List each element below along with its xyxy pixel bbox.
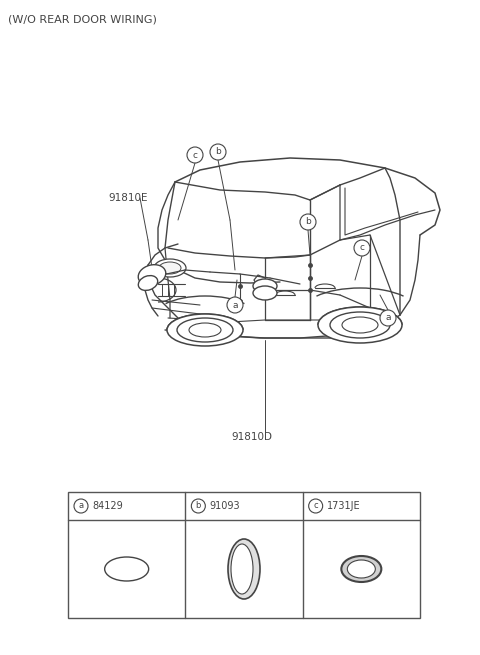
Ellipse shape bbox=[154, 259, 186, 277]
Text: 91810E: 91810E bbox=[108, 193, 147, 203]
Circle shape bbox=[74, 499, 88, 513]
Circle shape bbox=[210, 144, 226, 160]
Text: 91810D: 91810D bbox=[231, 432, 273, 442]
Ellipse shape bbox=[105, 557, 149, 581]
Text: (W/O REAR DOOR WIRING): (W/O REAR DOOR WIRING) bbox=[8, 14, 157, 24]
Ellipse shape bbox=[177, 318, 233, 342]
Ellipse shape bbox=[348, 560, 375, 578]
Ellipse shape bbox=[318, 307, 402, 343]
Circle shape bbox=[300, 214, 316, 230]
Text: b: b bbox=[196, 502, 201, 510]
Circle shape bbox=[227, 297, 243, 313]
Ellipse shape bbox=[231, 544, 253, 594]
Ellipse shape bbox=[138, 276, 158, 290]
Text: a: a bbox=[385, 314, 391, 322]
Ellipse shape bbox=[189, 323, 221, 337]
Circle shape bbox=[380, 310, 396, 326]
Text: c: c bbox=[360, 244, 364, 252]
Text: 91093: 91093 bbox=[209, 501, 240, 511]
Ellipse shape bbox=[167, 314, 243, 346]
Ellipse shape bbox=[228, 539, 260, 599]
Circle shape bbox=[187, 147, 203, 163]
Bar bbox=[68, 492, 420, 618]
Text: a: a bbox=[232, 301, 238, 310]
Text: c: c bbox=[313, 502, 318, 510]
Ellipse shape bbox=[138, 265, 166, 286]
Text: b: b bbox=[305, 217, 311, 227]
Text: a: a bbox=[78, 502, 84, 510]
Ellipse shape bbox=[253, 279, 277, 293]
Text: 1731JE: 1731JE bbox=[327, 501, 360, 511]
Ellipse shape bbox=[330, 312, 390, 338]
Circle shape bbox=[192, 499, 205, 513]
Circle shape bbox=[354, 240, 370, 256]
Ellipse shape bbox=[341, 556, 381, 582]
Ellipse shape bbox=[159, 262, 181, 274]
Text: b: b bbox=[215, 147, 221, 157]
Ellipse shape bbox=[253, 286, 277, 300]
Text: c: c bbox=[192, 151, 197, 160]
Circle shape bbox=[309, 499, 323, 513]
Ellipse shape bbox=[342, 317, 378, 333]
Text: 84129: 84129 bbox=[92, 501, 123, 511]
